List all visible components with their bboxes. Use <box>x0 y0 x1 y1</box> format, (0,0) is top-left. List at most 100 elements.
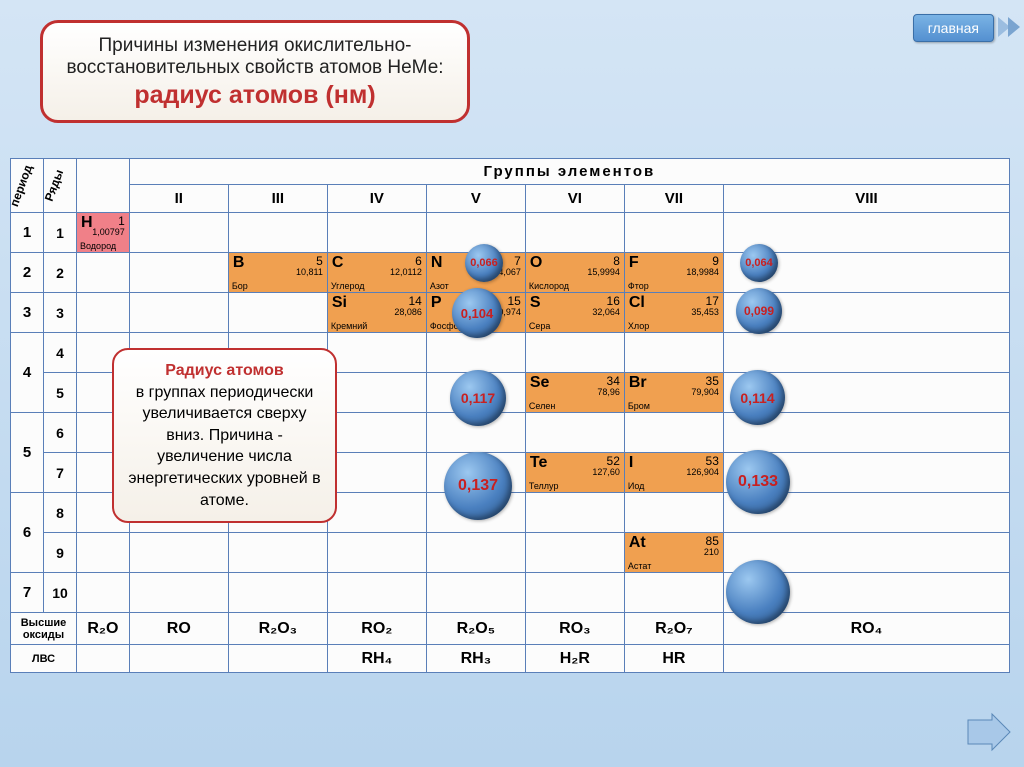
period-label: 4 <box>11 333 44 413</box>
row-label: 3 <box>44 293 77 333</box>
lvs-formula <box>228 645 327 673</box>
period-label: 1 <box>11 213 44 253</box>
radius-bubble: 0,099 <box>736 288 782 334</box>
lvs-row-label: ЛВС <box>12 653 75 665</box>
row-label: 6 <box>44 413 77 453</box>
radius-bubble: 0,117 <box>450 370 506 426</box>
period-header: период <box>4 158 39 212</box>
element-name: Фтор <box>628 281 649 291</box>
element-cell: Cl 17 35,453 Хлор <box>625 293 723 332</box>
oxide-formula: R₂O <box>77 613 130 645</box>
element-name: Теллур <box>529 481 559 491</box>
note-body: в группах периодически увеличивается све… <box>128 384 320 509</box>
period-label: 2 <box>11 253 44 293</box>
oxide-formula: R₂O₅ <box>426 613 525 645</box>
radius-bubble <box>726 560 790 624</box>
groups-title: Группы элементов <box>129 159 1009 185</box>
element-mass: 1,00797 <box>92 227 125 237</box>
radius-bubble: 0,066 <box>465 244 503 282</box>
element-name: Иод <box>628 481 645 491</box>
row-label: 5 <box>44 373 77 413</box>
element-cell: Br 35 79,904 Бром <box>625 373 723 412</box>
element-number: 17 <box>706 294 719 308</box>
radius-bubble: 0,104 <box>452 288 502 338</box>
oxide-formula: R₂O₃ <box>228 613 327 645</box>
radius-bubble: 0,064 <box>740 244 778 282</box>
element-number: 34 <box>607 374 620 388</box>
element-symbol: Br <box>629 374 647 392</box>
group-header: IV <box>327 185 426 213</box>
element-cell: F 9 18,9984 Фтор <box>625 253 723 292</box>
element-symbol: F <box>629 254 639 272</box>
element-mass: 35,453 <box>691 307 719 317</box>
element-name: Селен <box>529 401 555 411</box>
oxide-formula: RO₂ <box>327 613 426 645</box>
element-symbol: Se <box>530 374 550 392</box>
element-number: 9 <box>712 254 719 268</box>
row-label: 7 <box>44 453 77 493</box>
radius-bubble: 0,137 <box>444 452 512 520</box>
element-name: Бром <box>628 401 650 411</box>
element-mass: 79,904 <box>691 387 719 397</box>
element-mass: 127,60 <box>592 467 620 477</box>
title-line-1b: восстановительных свойств атомов НеМе: <box>59 57 451 79</box>
oxide-formula: R₂O₇ <box>624 613 723 645</box>
period-label: 3 <box>11 293 44 333</box>
element-mass: 10,811 <box>296 267 323 277</box>
element-symbol: Si <box>332 294 347 312</box>
element-mass: 28,086 <box>394 307 422 317</box>
element-number: 6 <box>415 254 422 268</box>
element-mass: 15,9994 <box>587 267 620 277</box>
element-name: Хлор <box>628 321 649 331</box>
element-symbol: H <box>81 214 93 232</box>
group-header: V <box>426 185 525 213</box>
element-symbol: At <box>629 534 646 552</box>
element-mass: 18,9984 <box>686 267 719 277</box>
forward-arrow-icon[interactable] <box>964 712 1014 757</box>
element-mass: 126,904 <box>686 467 719 477</box>
element-symbol: I <box>629 454 633 472</box>
element-mass: 32,064 <box>592 307 620 317</box>
oxide-formula: RO₃ <box>525 613 624 645</box>
element-cell: I 53 126,904 Иод <box>625 453 723 492</box>
lvs-formula: HR <box>624 645 723 673</box>
group-header: VIII <box>723 185 1009 213</box>
element-symbol: P <box>431 294 442 312</box>
oxide-formula: RO <box>129 613 228 645</box>
element-cell: Si 14 28,086 Кремний <box>328 293 426 332</box>
element-name: Углерод <box>331 281 365 291</box>
row-label: 2 <box>44 253 77 293</box>
home-button[interactable]: главная <box>913 14 994 42</box>
lvs-formula <box>77 645 130 673</box>
element-number: 7 <box>514 254 521 268</box>
lvs-formula <box>723 645 1009 673</box>
element-name: Кремний <box>331 321 367 331</box>
title-panel: Причины изменения окислительно- восстано… <box>40 20 470 123</box>
element-name: Бор <box>232 281 248 291</box>
element-number: 53 <box>706 454 719 468</box>
next-arrow-icon[interactable] <box>996 14 1022 40</box>
element-number: 52 <box>607 454 620 468</box>
element-cell: S 16 32,064 Сера <box>526 293 624 332</box>
element-name: Кислород <box>529 281 569 291</box>
element-symbol: Cl <box>629 294 645 312</box>
element-name: Астат <box>628 561 651 571</box>
element-cell: Te 52 127,60 Теллур <box>526 453 624 492</box>
group-header: III <box>228 185 327 213</box>
element-name: Водород <box>80 241 116 251</box>
element-number: 85 <box>706 534 719 548</box>
row-label: 9 <box>44 533 77 573</box>
element-symbol: N <box>431 254 443 272</box>
element-mass: 12,0112 <box>390 267 422 277</box>
element-cell: C 6 12,0112 Углерод <box>328 253 426 292</box>
row-label: 4 <box>44 333 77 373</box>
element-mass: 210 <box>704 547 719 557</box>
rows-header: Ряды <box>39 163 70 207</box>
element-number: 5 <box>316 254 323 268</box>
group-header: VII <box>624 185 723 213</box>
title-line-1a: Причины изменения окислительно- <box>59 35 451 57</box>
element-name: Сера <box>529 321 551 331</box>
row-label: 10 <box>44 573 77 613</box>
group-header: VI <box>525 185 624 213</box>
oxide-row-label: Высшие оксиды <box>12 617 75 641</box>
